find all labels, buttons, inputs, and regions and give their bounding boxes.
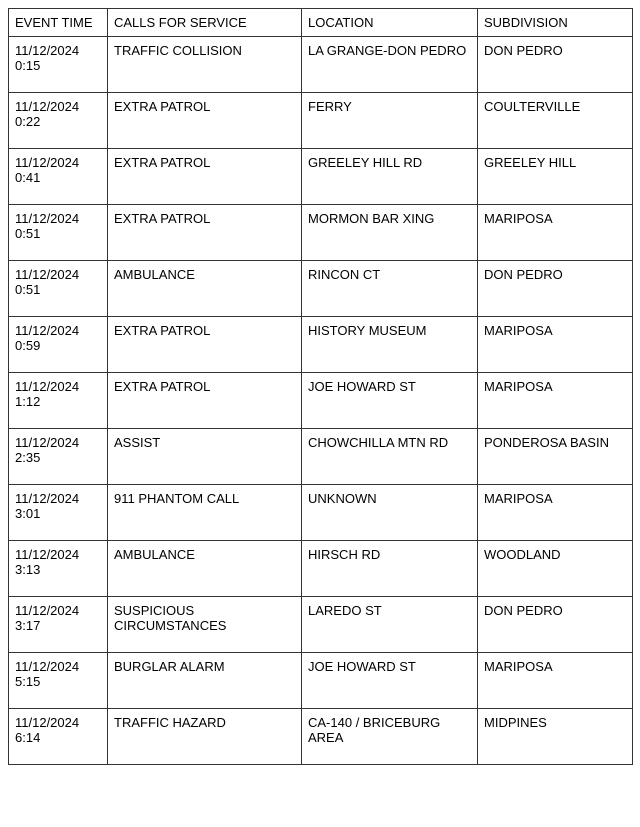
cell-subdivision: MARIPOSA bbox=[478, 317, 633, 373]
cell-subdivision: COULTERVILLE bbox=[478, 93, 633, 149]
cell-location: MORMON BAR XING bbox=[302, 205, 478, 261]
col-header-subdivision: SUBDIVISION bbox=[478, 9, 633, 37]
table-row: 11/12/2024 5:15 BURGLAR ALARM JOE HOWARD… bbox=[9, 653, 633, 709]
cell-event-time: 11/12/2024 2:35 bbox=[9, 429, 108, 485]
cell-subdivision: MARIPOSA bbox=[478, 205, 633, 261]
cell-location: JOE HOWARD ST bbox=[302, 373, 478, 429]
cell-calls-for-service: EXTRA PATROL bbox=[108, 373, 302, 429]
table-row: 11/12/2024 2:35 ASSIST CHOWCHILLA MTN RD… bbox=[9, 429, 633, 485]
cell-calls-for-service: AMBULANCE bbox=[108, 261, 302, 317]
cell-calls-for-service: ASSIST bbox=[108, 429, 302, 485]
table-row: 11/12/2024 0:22 EXTRA PATROL FERRY COULT… bbox=[9, 93, 633, 149]
cell-calls-for-service: AMBULANCE bbox=[108, 541, 302, 597]
cell-event-time: 11/12/2024 0:59 bbox=[9, 317, 108, 373]
col-header-event-time: EVENT TIME bbox=[9, 9, 108, 37]
table-row: 11/12/2024 0:59 EXTRA PATROL HISTORY MUS… bbox=[9, 317, 633, 373]
col-header-location: LOCATION bbox=[302, 9, 478, 37]
service-calls-table: EVENT TIME CALLS FOR SERVICE LOCATION SU… bbox=[8, 8, 633, 765]
cell-event-time: 11/12/2024 1:12 bbox=[9, 373, 108, 429]
cell-event-time: 11/12/2024 0:51 bbox=[9, 261, 108, 317]
table-header-row: EVENT TIME CALLS FOR SERVICE LOCATION SU… bbox=[9, 9, 633, 37]
table-row: 11/12/2024 0:15 TRAFFIC COLLISION LA GRA… bbox=[9, 37, 633, 93]
table-row: 11/12/2024 3:13 AMBULANCE HIRSCH RD WOOD… bbox=[9, 541, 633, 597]
cell-subdivision: DON PEDRO bbox=[478, 597, 633, 653]
cell-event-time: 11/12/2024 6:14 bbox=[9, 709, 108, 765]
cell-location: LAREDO ST bbox=[302, 597, 478, 653]
cell-subdivision: GREELEY HILL bbox=[478, 149, 633, 205]
cell-event-time: 11/12/2024 0:22 bbox=[9, 93, 108, 149]
cell-subdivision: WOODLAND bbox=[478, 541, 633, 597]
cell-calls-for-service: EXTRA PATROL bbox=[108, 205, 302, 261]
table-row: 11/12/2024 0:51 EXTRA PATROL MORMON BAR … bbox=[9, 205, 633, 261]
cell-location: HIRSCH RD bbox=[302, 541, 478, 597]
col-header-calls-for-service: CALLS FOR SERVICE bbox=[108, 9, 302, 37]
table-row: 11/12/2024 1:12 EXTRA PATROL JOE HOWARD … bbox=[9, 373, 633, 429]
cell-subdivision: PONDEROSA BASIN bbox=[478, 429, 633, 485]
cell-location: UNKNOWN bbox=[302, 485, 478, 541]
cell-event-time: 11/12/2024 3:13 bbox=[9, 541, 108, 597]
cell-subdivision: MARIPOSA bbox=[478, 485, 633, 541]
cell-calls-for-service: BURGLAR ALARM bbox=[108, 653, 302, 709]
cell-event-time: 11/12/2024 0:15 bbox=[9, 37, 108, 93]
cell-location: HISTORY MUSEUM bbox=[302, 317, 478, 373]
cell-subdivision: MIDPINES bbox=[478, 709, 633, 765]
cell-location: RINCON CT bbox=[302, 261, 478, 317]
cell-event-time: 11/12/2024 3:17 bbox=[9, 597, 108, 653]
cell-event-time: 11/12/2024 3:01 bbox=[9, 485, 108, 541]
cell-event-time: 11/12/2024 0:41 bbox=[9, 149, 108, 205]
table-row: 11/12/2024 6:14 TRAFFIC HAZARD CA-140 / … bbox=[9, 709, 633, 765]
cell-subdivision: MARIPOSA bbox=[478, 373, 633, 429]
cell-event-time: 11/12/2024 0:51 bbox=[9, 205, 108, 261]
cell-event-time: 11/12/2024 5:15 bbox=[9, 653, 108, 709]
cell-location: CHOWCHILLA MTN RD bbox=[302, 429, 478, 485]
cell-location: CA-140 / BRICEBURG AREA bbox=[302, 709, 478, 765]
cell-calls-for-service: EXTRA PATROL bbox=[108, 317, 302, 373]
cell-calls-for-service: SUSPICIOUS CIRCUMSTANCES bbox=[108, 597, 302, 653]
table-row: 11/12/2024 3:01 911 PHANTOM CALL UNKNOWN… bbox=[9, 485, 633, 541]
table-row: 11/12/2024 3:17 SUSPICIOUS CIRCUMSTANCES… bbox=[9, 597, 633, 653]
cell-calls-for-service: EXTRA PATROL bbox=[108, 149, 302, 205]
cell-subdivision: MARIPOSA bbox=[478, 653, 633, 709]
cell-calls-for-service: EXTRA PATROL bbox=[108, 93, 302, 149]
cell-location: GREELEY HILL RD bbox=[302, 149, 478, 205]
cell-calls-for-service: TRAFFIC COLLISION bbox=[108, 37, 302, 93]
cell-subdivision: DON PEDRO bbox=[478, 37, 633, 93]
cell-location: FERRY bbox=[302, 93, 478, 149]
cell-subdivision: DON PEDRO bbox=[478, 261, 633, 317]
cell-location: JOE HOWARD ST bbox=[302, 653, 478, 709]
table-row: 11/12/2024 0:41 EXTRA PATROL GREELEY HIL… bbox=[9, 149, 633, 205]
cell-location: LA GRANGE-DON PEDRO bbox=[302, 37, 478, 93]
cell-calls-for-service: TRAFFIC HAZARD bbox=[108, 709, 302, 765]
cell-calls-for-service: 911 PHANTOM CALL bbox=[108, 485, 302, 541]
table-row: 11/12/2024 0:51 AMBULANCE RINCON CT DON … bbox=[9, 261, 633, 317]
table-body: 11/12/2024 0:15 TRAFFIC COLLISION LA GRA… bbox=[9, 37, 633, 765]
